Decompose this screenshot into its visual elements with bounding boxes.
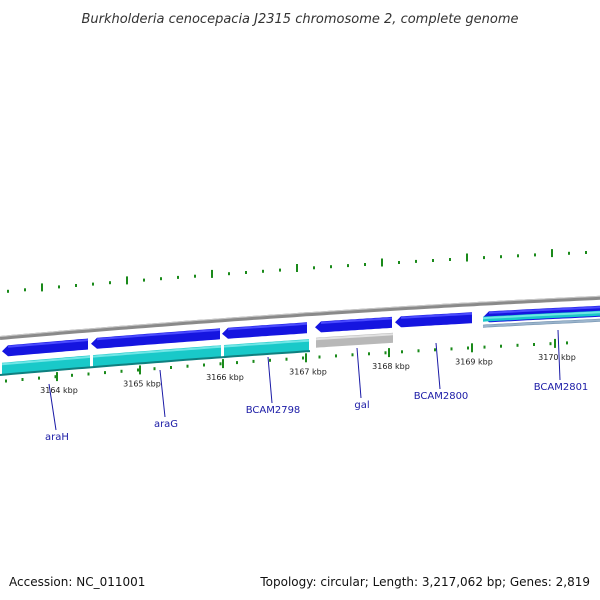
feature-edge	[0, 350, 311, 376]
cds-gray-block-body	[316, 332, 393, 348]
gene-label: BCAM2798	[246, 405, 301, 416]
feature-block-shine	[92, 345, 222, 358]
gene-leader-line	[557, 329, 561, 381]
feature-block	[1, 355, 91, 375]
gene-leader-line	[48, 383, 57, 431]
scale-tick-label: 3170 kbp	[538, 353, 576, 362]
cds-arrow	[395, 312, 473, 328]
scale-tick-label: 3169 kbp	[455, 357, 493, 366]
gene-leader-line	[356, 347, 362, 399]
backbone-track	[0, 295, 600, 340]
cds-arrow	[222, 322, 307, 339]
cds-arrow-shine	[320, 317, 393, 324]
gene-leader-line	[159, 369, 166, 418]
cds-arrow	[315, 316, 393, 333]
gc-skew-track	[7, 249, 587, 293]
gene-label: araH	[45, 432, 69, 443]
scale-tick-label: 3164 kbp	[40, 386, 78, 395]
cds-arrow-shine	[488, 306, 600, 314]
feature-block-shine	[223, 339, 310, 348]
gene-label: BCAM2801	[534, 382, 589, 393]
backbone-ring	[0, 295, 600, 340]
genome-summary-text: Topology: circular; Length: 3,217,062 bp…	[259, 575, 590, 589]
feature-block-shine	[482, 311, 600, 320]
gene-label: BCAM2800	[414, 391, 469, 402]
cds-gray-block-shine	[315, 333, 394, 341]
cds-arrow-body	[315, 316, 392, 333]
cds-arrow-shine	[400, 312, 473, 319]
gene-label: araG	[154, 419, 178, 430]
cds-gray-block	[315, 332, 394, 348]
scale-tick-label: 3168 kbp	[372, 362, 410, 371]
feature-steel-block-shine	[482, 319, 600, 328]
accession-text: Accession: NC_011001	[9, 575, 145, 589]
scale-ticks: 3164 kbp 3165 kbp 3166 kbp 3167 kbp 3168 kbp…	[5, 338, 576, 395]
feature-block-shine	[1, 355, 91, 366]
cds-arrow-shine	[96, 328, 221, 341]
cds-arrow-body	[2, 338, 88, 357]
gene-labels: araH araG BCAM2798 gal BCAM2800 BCAM2801	[45, 329, 589, 443]
scale-tick-label: 3166 kbp	[206, 373, 244, 382]
cds-arrow-body	[91, 328, 220, 349]
feature-block	[92, 345, 222, 368]
cds-arrow-shine	[227, 322, 307, 331]
cds-arrow-shine	[7, 339, 89, 348]
gene-label: gal	[354, 400, 369, 411]
cds-arrow-body	[222, 322, 307, 339]
feature-block-body	[93, 345, 221, 368]
scale-tick-label: 3165 kbp	[123, 379, 161, 388]
backbone-highlight	[0, 295, 600, 337]
cds-arrow	[2, 338, 89, 357]
cds-arrow	[91, 328, 221, 349]
gene-leader-line	[435, 342, 441, 390]
feature-block-body	[2, 355, 90, 375]
feature-track	[0, 310, 600, 376]
scale-tick-label: 3167 kbp	[289, 367, 327, 376]
feature-block	[482, 310, 600, 322]
feature-steel-block	[482, 318, 600, 328]
gene-leader-line	[267, 356, 273, 404]
map-title: Burkholderia cenocepacia J2315 chromosom…	[81, 12, 518, 27]
